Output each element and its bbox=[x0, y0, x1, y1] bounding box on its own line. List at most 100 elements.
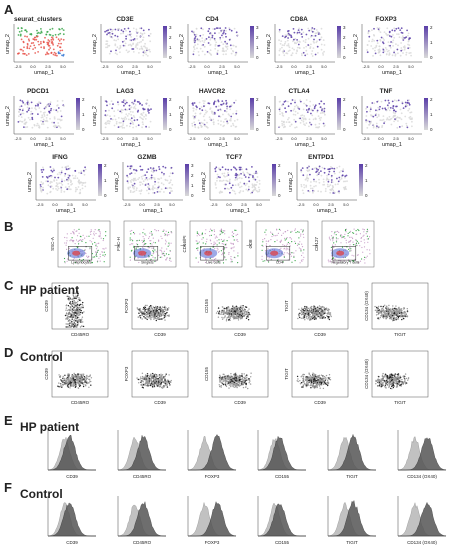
scatter-event bbox=[78, 314, 80, 317]
umap-point bbox=[151, 168, 154, 171]
umap-point bbox=[368, 123, 371, 126]
scatter-event bbox=[311, 308, 313, 310]
scatter-event bbox=[237, 319, 240, 321]
umap-point bbox=[25, 30, 28, 33]
gating-event bbox=[221, 254, 223, 256]
scatter-event bbox=[150, 311, 153, 313]
umap-point bbox=[388, 30, 391, 33]
umap-scale-label: 1 bbox=[365, 178, 368, 183]
umap-point bbox=[120, 32, 122, 35]
umap-point bbox=[366, 106, 369, 108]
scatter-event bbox=[319, 311, 322, 313]
gating-event bbox=[215, 235, 217, 237]
umap-point bbox=[37, 40, 40, 43]
scatter-event bbox=[79, 385, 81, 388]
scatter-event bbox=[230, 308, 232, 311]
umap-point bbox=[195, 108, 198, 111]
umap-point bbox=[344, 175, 347, 178]
umap-point bbox=[223, 50, 226, 53]
gating-event bbox=[232, 242, 234, 245]
gating-event bbox=[159, 256, 161, 258]
umap-point bbox=[52, 38, 55, 41]
gating-event bbox=[210, 234, 212, 236]
scatter-event bbox=[401, 318, 403, 321]
umap-point bbox=[38, 43, 40, 46]
umap-point bbox=[309, 122, 311, 124]
umap-point bbox=[212, 113, 215, 116]
gating-event bbox=[97, 260, 99, 262]
scatter-event bbox=[312, 316, 314, 318]
umap-point bbox=[156, 191, 159, 193]
scatter-event bbox=[76, 381, 79, 384]
umap-point bbox=[118, 121, 121, 124]
gating-event bbox=[222, 231, 224, 233]
umap-point bbox=[333, 170, 335, 173]
scatter-event bbox=[66, 323, 69, 325]
umap-point bbox=[28, 107, 31, 110]
scatter-event bbox=[406, 315, 409, 317]
umap-point bbox=[43, 107, 46, 110]
umap-point bbox=[344, 180, 347, 183]
umap-point bbox=[50, 169, 53, 172]
umap-point bbox=[132, 43, 134, 46]
umap-point bbox=[171, 172, 174, 175]
umap-point bbox=[50, 38, 53, 41]
scatter-event bbox=[68, 382, 71, 384]
umap-point bbox=[281, 104, 283, 106]
gating-event bbox=[230, 242, 232, 244]
scatter-event bbox=[67, 386, 70, 388]
scatter-event bbox=[320, 307, 322, 309]
scatter-event bbox=[80, 320, 83, 322]
scatter-event bbox=[149, 315, 151, 317]
scatter-event bbox=[144, 304, 147, 307]
umap-point bbox=[196, 47, 198, 50]
gating-event bbox=[164, 234, 166, 236]
umap-point bbox=[227, 172, 229, 174]
gating-gate-name: Regulatory T cells bbox=[331, 260, 359, 264]
gating-event bbox=[298, 231, 300, 233]
scatter-event bbox=[327, 315, 329, 318]
umap-scale-label: 1 bbox=[169, 45, 172, 50]
gating-event bbox=[360, 240, 362, 242]
umap-point bbox=[139, 32, 142, 35]
umap-point bbox=[331, 181, 334, 183]
umap-point bbox=[376, 39, 379, 42]
umap-point bbox=[123, 117, 125, 120]
scatter-event bbox=[374, 309, 377, 311]
umap-point bbox=[194, 39, 196, 42]
umap-point bbox=[254, 186, 256, 189]
umap-point bbox=[226, 187, 229, 190]
scatter-event bbox=[72, 375, 74, 377]
scatter-event bbox=[382, 307, 384, 309]
gating-event bbox=[277, 258, 279, 260]
scatter-event bbox=[242, 305, 244, 307]
scatter-event bbox=[164, 308, 166, 310]
umap-point bbox=[55, 36, 58, 39]
umap-point bbox=[36, 124, 38, 127]
gating-event bbox=[130, 233, 132, 235]
scatter-event bbox=[229, 315, 232, 318]
gating-event bbox=[95, 251, 97, 253]
umap-point bbox=[300, 28, 303, 31]
umap-point bbox=[397, 120, 399, 122]
umap-point bbox=[292, 40, 294, 43]
gating-event bbox=[167, 245, 169, 247]
umap-point bbox=[316, 40, 318, 43]
umap-point bbox=[153, 169, 155, 172]
scatter-event bbox=[224, 307, 226, 310]
umap-tick-label: 5.0 bbox=[60, 136, 66, 141]
umap-point bbox=[127, 118, 130, 121]
scatter-event bbox=[72, 381, 74, 383]
scatter-event bbox=[83, 382, 85, 384]
gating-event bbox=[132, 240, 134, 242]
umap-point bbox=[294, 37, 297, 40]
scatter-event bbox=[72, 316, 74, 318]
scatter-event bbox=[229, 317, 231, 319]
umap-point bbox=[143, 49, 146, 52]
umap-tick-label: 2.5 bbox=[154, 202, 160, 207]
scatter-event bbox=[153, 308, 155, 311]
scatter-event bbox=[159, 310, 162, 312]
umap-point bbox=[323, 171, 326, 174]
